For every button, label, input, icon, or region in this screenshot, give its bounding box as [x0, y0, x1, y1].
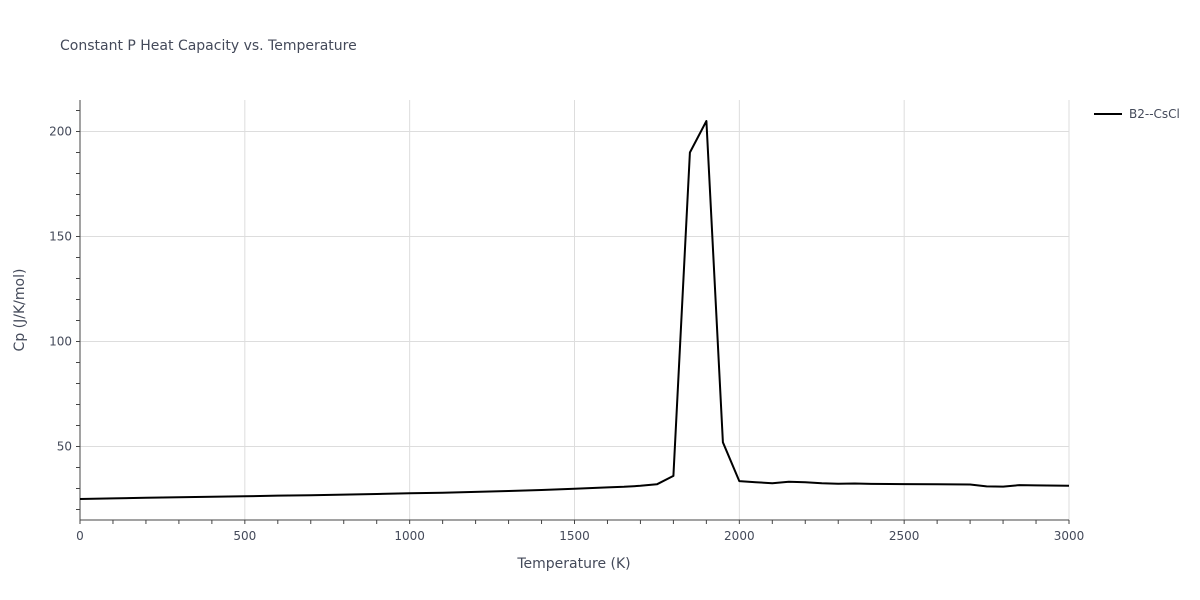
grid	[80, 100, 1070, 520]
x-tick-label: 2000	[724, 529, 755, 543]
y-tick-label: 200	[49, 125, 72, 139]
x-tick-label: 2500	[889, 529, 920, 543]
series-line-0	[79, 120, 1070, 500]
x-tick-label: 1500	[559, 529, 590, 543]
x-tick-label: 0	[76, 529, 84, 543]
y-tick-label: 50	[57, 440, 72, 454]
y-tick-label: 100	[49, 335, 72, 349]
x-tick-label: 3000	[1054, 529, 1085, 543]
x-tick-label: 1000	[394, 529, 425, 543]
plot-area	[79, 120, 1070, 500]
x-tick-label: 500	[233, 529, 256, 543]
legend[interactable]: B2--CsCl	[1094, 107, 1180, 121]
x-axis-title: Temperature (K)	[516, 556, 630, 572]
chart-title: Constant P Heat Capacity vs. Temperature	[60, 38, 357, 54]
y-axis-title: Cp (J/K/mol)	[12, 269, 28, 352]
axes	[76, 100, 1070, 524]
legend-label-b2-cscl: B2--CsCl	[1129, 107, 1180, 121]
tick-labels: 0 500 1000 1500 2000 2500 3000 50 100 150 200	[49, 125, 1084, 544]
y-tick-label: 150	[49, 230, 72, 244]
